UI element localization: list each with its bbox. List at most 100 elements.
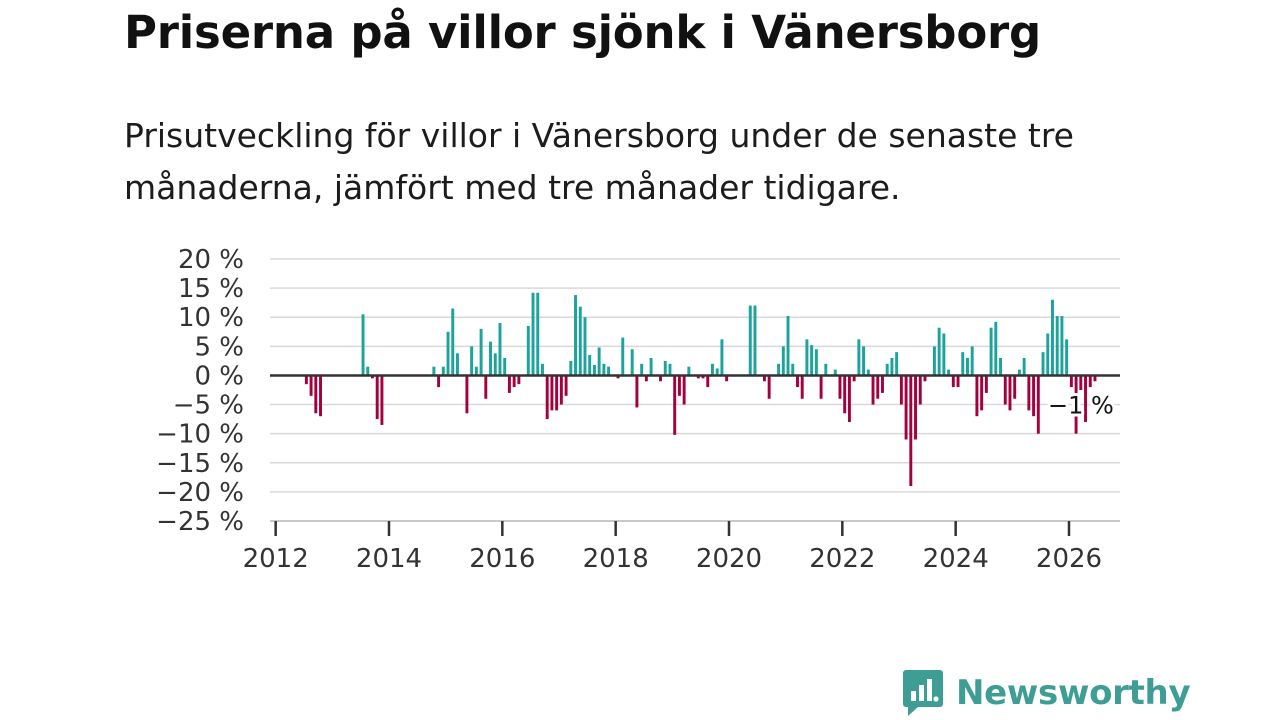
x-tick-label: 2012 xyxy=(243,544,309,574)
bar xyxy=(465,375,469,414)
bar xyxy=(890,357,894,376)
bar xyxy=(1046,333,1050,376)
tick-labels: 20 %15 %10 %5 %0 %−5 %−10 %−15 %−20 %−25… xyxy=(156,245,1102,574)
bar xyxy=(932,346,936,376)
bar xyxy=(862,346,866,376)
bar xyxy=(484,375,488,399)
bar xyxy=(649,357,653,376)
bar xyxy=(942,333,946,376)
bar xyxy=(474,366,478,376)
bar xyxy=(923,375,927,382)
annotation: −1 % xyxy=(1045,389,1117,423)
bar xyxy=(1051,299,1054,376)
bar xyxy=(899,375,903,405)
bar xyxy=(621,337,625,376)
bar xyxy=(1022,357,1026,376)
x-tick-label: 2018 xyxy=(583,544,649,574)
y-tick-label: 15 % xyxy=(178,274,244,304)
bar xyxy=(885,363,889,376)
bar xyxy=(1079,375,1083,390)
bar xyxy=(762,375,766,382)
bar xyxy=(847,375,851,423)
bar xyxy=(781,346,785,376)
y-tick-label: 10 % xyxy=(178,303,244,333)
bar xyxy=(791,363,795,376)
bar xyxy=(536,292,540,376)
bar xyxy=(592,364,596,376)
bar xyxy=(1041,352,1045,376)
bar xyxy=(951,375,955,388)
x-tick-label: 2022 xyxy=(809,544,875,574)
bar xyxy=(904,375,908,440)
bar xyxy=(304,375,308,385)
bar xyxy=(918,375,922,405)
bar xyxy=(696,375,700,379)
bar xyxy=(630,349,634,376)
bar xyxy=(583,317,587,376)
y-tick-label: −10 % xyxy=(156,420,244,450)
bar xyxy=(720,339,724,376)
bar xyxy=(555,375,559,411)
bar xyxy=(1088,375,1092,388)
bar xyxy=(1084,375,1087,423)
bar xyxy=(517,375,521,385)
x-tick-label: 2026 xyxy=(1036,544,1102,574)
y-tick-label: −25 % xyxy=(156,507,244,537)
newsworthy-logo: Newsworthy xyxy=(902,668,1191,718)
bar xyxy=(446,331,450,376)
bar xyxy=(909,375,913,487)
bar xyxy=(607,366,611,376)
bar xyxy=(309,375,313,396)
bar xyxy=(796,375,799,388)
bar xyxy=(753,305,757,376)
y-tick-label: 5 % xyxy=(194,332,244,362)
bar xyxy=(833,369,837,376)
x-tick-label: 2014 xyxy=(356,544,422,574)
bar xyxy=(947,369,951,376)
bar xyxy=(1008,375,1012,411)
y-tick-label: −20 % xyxy=(156,478,244,508)
chart-subtitle: Prisutveckling för villor i Vänersborg u… xyxy=(124,116,1074,207)
bar xyxy=(715,368,719,376)
bar xyxy=(512,375,516,388)
bar xyxy=(1017,369,1021,376)
bar xyxy=(1055,316,1059,376)
brand-name: Newsworthy xyxy=(956,673,1191,713)
bar xyxy=(819,375,823,399)
bar xyxy=(687,366,691,376)
bar xyxy=(559,375,563,405)
chart-title: Priserna på villor sjönk i Vänersborg xyxy=(124,6,1042,59)
bar xyxy=(1003,375,1007,405)
bar xyxy=(1027,375,1031,411)
bar xyxy=(1036,375,1040,434)
bar xyxy=(361,314,365,376)
bar xyxy=(673,375,677,435)
bar xyxy=(999,357,1002,376)
bar xyxy=(984,375,988,393)
bar xyxy=(597,347,601,376)
bar xyxy=(493,353,497,376)
bar xyxy=(711,363,714,376)
bar xyxy=(966,357,969,376)
bar xyxy=(914,375,917,440)
bar xyxy=(588,355,592,376)
x-tick-label: 2024 xyxy=(923,544,989,574)
y-tick-label: 20 % xyxy=(178,245,244,275)
bar xyxy=(961,352,965,376)
bar xyxy=(564,375,568,396)
bar xyxy=(432,366,436,376)
bar xyxy=(843,375,847,414)
bar xyxy=(866,369,870,376)
bar xyxy=(489,341,492,376)
bar xyxy=(1074,375,1078,434)
bar xyxy=(441,366,445,376)
bar xyxy=(677,375,681,396)
bar xyxy=(814,349,818,376)
bars xyxy=(304,292,1097,487)
bar xyxy=(777,363,781,376)
bar xyxy=(659,375,662,382)
bar xyxy=(970,346,974,376)
bar xyxy=(871,375,875,405)
bar xyxy=(456,353,459,376)
bar xyxy=(319,375,322,417)
